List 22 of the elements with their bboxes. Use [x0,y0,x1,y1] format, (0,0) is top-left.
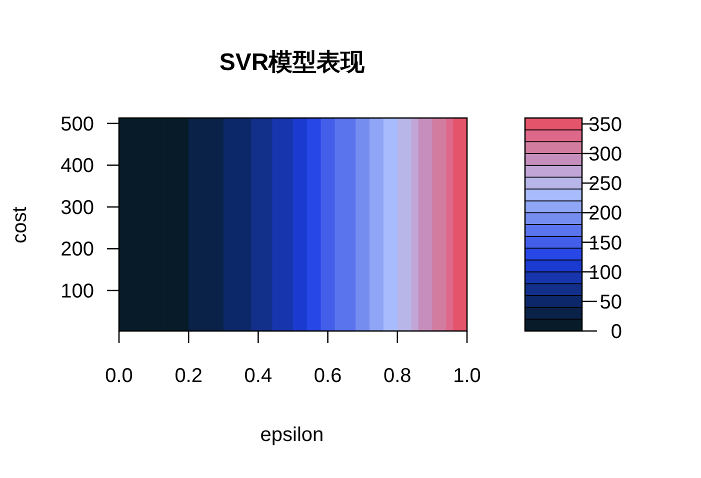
color-bar-label: 150 [588,232,622,254]
x-tick-label: 0.4 [244,365,272,387]
y-tick-label: 400 [60,155,94,178]
y-tick-label: 300 [60,196,94,219]
x-tick-label: 0.0 [105,365,133,387]
x-axis-title: epsilon [260,424,324,446]
y-axis-title: cost [9,206,31,244]
y-tick-label: 200 [60,238,94,261]
y-tick-label: 100 [60,280,94,302]
color-bar-label: 0 [610,321,622,343]
color-bar-label: 350 [588,114,622,136]
chart-title: SVR模型表现 [219,49,366,76]
x-tick-label: 0.2 [174,365,203,387]
x-tick-label: 0.8 [383,365,412,387]
color-bar-label: 300 [588,144,622,166]
color-bar-label: 250 [588,173,622,196]
color-bar-label: 50 [600,291,622,314]
color-bar-label: 100 [588,262,622,284]
y-tick-label: 500 [60,113,94,136]
x-tick-label: 0.6 [314,365,342,387]
x-tick-label: 1.0 [453,365,481,387]
color-bar-label: 200 [588,202,622,225]
